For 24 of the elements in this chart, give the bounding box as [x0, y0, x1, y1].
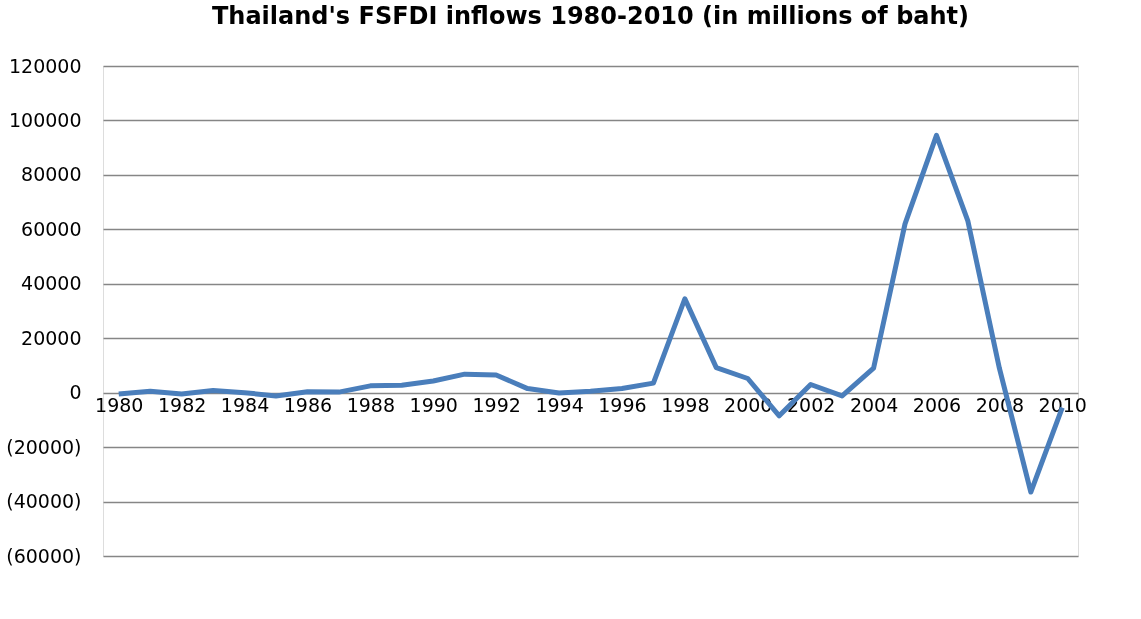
x-tick-label: 1982 — [157, 394, 207, 417]
x-tick-label: 1990 — [409, 394, 458, 417]
x-tick-label: 1986 — [283, 394, 333, 417]
y-tick-label: (40000) — [6, 490, 82, 513]
x-tick-label: 1998 — [661, 394, 710, 417]
x-tick-label: 1980 — [95, 394, 144, 417]
y-tick-label: 0 — [69, 381, 82, 404]
y-tick-label: (60000) — [6, 544, 82, 567]
y-tick-label: (20000) — [6, 435, 82, 458]
y-tick-label: 40000 — [21, 272, 82, 295]
x-tick-label: 1994 — [535, 394, 584, 417]
y-tick-label: 60000 — [21, 217, 82, 240]
x-tick-label: 2010 — [1038, 394, 1087, 417]
x-tick-label: 2004 — [849, 394, 899, 417]
y-tick-label: 120000 — [8, 54, 82, 77]
x-tick-label: 1992 — [472, 394, 521, 417]
chart-title: Thailand's FSFDI inflows 1980-2010 (in millions of baht) — [211, 2, 970, 30]
x-tick-label: 1988 — [346, 394, 396, 417]
x-tick-label: 2006 — [912, 394, 962, 417]
x-tick-label: 1996 — [598, 394, 647, 417]
y-tick-label: 100000 — [8, 108, 82, 131]
y-tick-label: 80000 — [21, 163, 82, 186]
x-tick-label: 1984 — [220, 394, 270, 417]
y-tick-label: 20000 — [21, 326, 82, 349]
